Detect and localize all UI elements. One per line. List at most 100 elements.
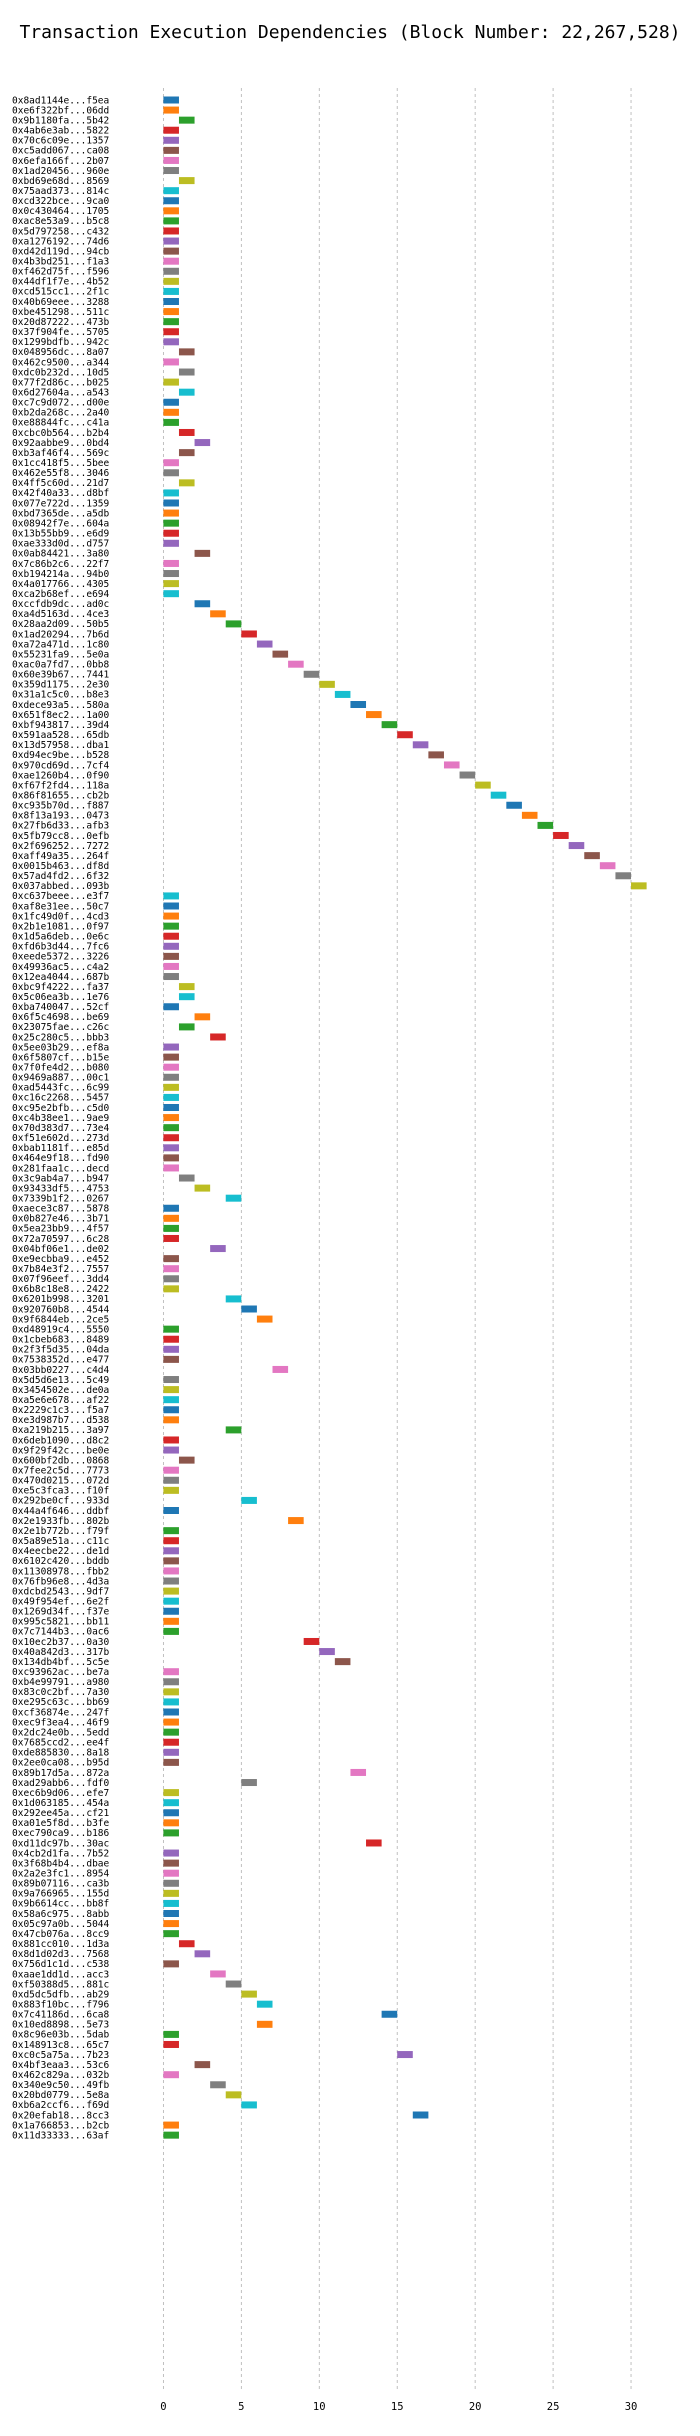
task-bar bbox=[319, 1648, 335, 1656]
task-label: 0x048956dc...8a07 bbox=[12, 347, 109, 358]
task-bar bbox=[163, 1285, 179, 1293]
task-label: 0x93433df5...4753 bbox=[12, 1183, 109, 1194]
task-bar bbox=[163, 398, 179, 406]
task-label: 0x4eecbe22...de1d bbox=[12, 1546, 109, 1557]
task-bar bbox=[225, 620, 242, 628]
task-label: 0xf67f2fd4...118a bbox=[12, 780, 109, 791]
task-label: 0xec9f3ea4...46f9 bbox=[12, 1717, 110, 1728]
task-label: 0x1299bdfb...942c bbox=[12, 337, 109, 348]
task-bar bbox=[163, 1507, 179, 1514]
task-label: 0x31a1c5c0...b8e3 bbox=[12, 690, 109, 701]
task-bar bbox=[210, 2081, 226, 2089]
task-label: 0x12ea4044...687b bbox=[12, 972, 110, 983]
task-bars bbox=[163, 96, 647, 2139]
task-label: 0x5fb79cc8...0efb bbox=[12, 831, 110, 842]
task-bar bbox=[163, 1889, 179, 1897]
task-label: 0xae333d0d...d757 bbox=[12, 539, 109, 550]
task-label: 0x2f3f5d35...04da bbox=[12, 1345, 109, 1356]
chart-title: Transaction Execution Dependencies (Bloc… bbox=[19, 22, 680, 43]
task-label: 0x20bd0779...5e8a bbox=[12, 2090, 109, 2101]
task-label: 0x8d1d02d3...7568 bbox=[12, 1949, 110, 1960]
task-bar bbox=[506, 801, 522, 809]
task-label: 0x600bf2db...0868 bbox=[12, 1455, 110, 1466]
x-tick-label: 0 bbox=[160, 2401, 166, 2413]
task-label: 0x6efa166f...2b07 bbox=[12, 156, 109, 167]
task-label: 0x6d27604a...a543 bbox=[12, 387, 109, 398]
task-label: 0x40a842d3...317b bbox=[12, 1647, 110, 1658]
task-label: 0x77f2d86c...b025 bbox=[12, 377, 109, 388]
task-label: 0xf50388d5...881c bbox=[12, 1979, 109, 1990]
task-bar bbox=[256, 1315, 273, 1323]
task-bar bbox=[163, 509, 179, 517]
task-bar bbox=[163, 1265, 179, 1273]
task-label: 0x1ad20294...7b6d bbox=[12, 629, 109, 640]
task-bar bbox=[334, 690, 351, 698]
task-bar bbox=[163, 197, 179, 205]
task-label: 0x9f29f42c...be0e bbox=[12, 1445, 110, 1456]
task-label: 0x0015b463...df8d bbox=[12, 861, 109, 872]
task-bar bbox=[163, 1617, 179, 1625]
task-bar bbox=[163, 1003, 179, 1011]
task-label: 0xaf8e31ee...50c7 bbox=[12, 901, 109, 912]
task-bar bbox=[194, 439, 211, 447]
x-tick-label: 30 bbox=[625, 2401, 638, 2413]
task-bar bbox=[428, 751, 444, 759]
task-label: 0x9a766965...155d bbox=[12, 1889, 109, 1900]
task-label: 0x7c86b2c6...22f7 bbox=[12, 559, 109, 570]
task-label: 0x881cc010...1d3a bbox=[12, 1939, 109, 1950]
task-bar bbox=[163, 1678, 179, 1686]
task-bar bbox=[350, 1768, 367, 1776]
task-label: 0x1d5a6deb...0e6c bbox=[12, 932, 109, 943]
task-bar bbox=[210, 1245, 226, 1253]
task-bar bbox=[163, 962, 179, 970]
task-bar bbox=[443, 761, 460, 769]
task-label: 0xf462d75f...f596 bbox=[12, 267, 110, 278]
task-bar bbox=[459, 771, 476, 779]
task-label: 0xca2b68ef...e694 bbox=[12, 589, 110, 600]
task-label: 0x3c9ab4a7...b947 bbox=[12, 1173, 109, 1184]
task-bar bbox=[163, 489, 179, 497]
task-label: 0x7c7144b3...0ac6 bbox=[12, 1627, 110, 1638]
task-label: 0x4bf3eaa3...53c6 bbox=[12, 2060, 110, 2071]
task-bar bbox=[163, 1476, 179, 1484]
task-bar bbox=[163, 590, 179, 598]
task-label: 0x8ad1144e...f5ea bbox=[12, 95, 109, 106]
task-label: 0xb6a2ccf6...f69d bbox=[12, 2100, 109, 2111]
task-bar bbox=[334, 1658, 351, 1666]
task-bar bbox=[163, 1718, 179, 1726]
task-bar bbox=[163, 1275, 179, 1283]
task-label: 0x42f40a33...d8bf bbox=[12, 488, 109, 499]
task-label: 0xaff49a35...264f bbox=[12, 851, 109, 862]
task-label: 0xcf36874e...247f bbox=[12, 1707, 109, 1718]
task-label: 0x4cb2d1fa...7b52 bbox=[12, 1848, 109, 1859]
task-bar bbox=[163, 1144, 179, 1152]
task-bar bbox=[163, 529, 179, 537]
task-bar bbox=[178, 479, 195, 487]
task-label: 0x2b1e1081...0f97 bbox=[12, 921, 109, 932]
task-label: 0xb194214a...94b0 bbox=[12, 569, 110, 580]
task-bar bbox=[303, 1637, 320, 1645]
task-label: 0x7b84e3f2...7557 bbox=[12, 1264, 109, 1275]
task-bar bbox=[584, 852, 600, 860]
task-bar bbox=[163, 267, 179, 275]
task-label: 0x1a766853...b2cb bbox=[12, 2120, 110, 2131]
task-label: 0x4a017766...4305 bbox=[12, 579, 109, 590]
task-label: 0xc4b38ee1...9ae9 bbox=[12, 1113, 110, 1124]
task-bar bbox=[163, 1728, 179, 1736]
task-label: 0x70c6c09e...1357 bbox=[12, 136, 109, 147]
task-label: 0x2dc24e0b...5edd bbox=[12, 1727, 109, 1738]
task-bar bbox=[163, 187, 179, 195]
task-label: 0xb2da268c...2a40 bbox=[12, 408, 110, 419]
task-bar bbox=[272, 650, 289, 658]
task-label: 0xcd322bce...9ca0 bbox=[12, 196, 110, 207]
task-bar bbox=[163, 136, 179, 144]
task-bar bbox=[163, 318, 179, 326]
task-bar bbox=[163, 167, 179, 175]
task-bar bbox=[194, 1184, 211, 1192]
task-label: 0x49f954ef...6e2f bbox=[12, 1596, 109, 1607]
task-bar bbox=[163, 1688, 179, 1696]
task-bar bbox=[163, 2121, 179, 2129]
task-label: 0x5ea23bb9...4f57 bbox=[12, 1224, 109, 1235]
task-bar bbox=[225, 1980, 242, 1988]
task-label: 0xd5dc5dfb...ab29 bbox=[12, 1989, 110, 2000]
